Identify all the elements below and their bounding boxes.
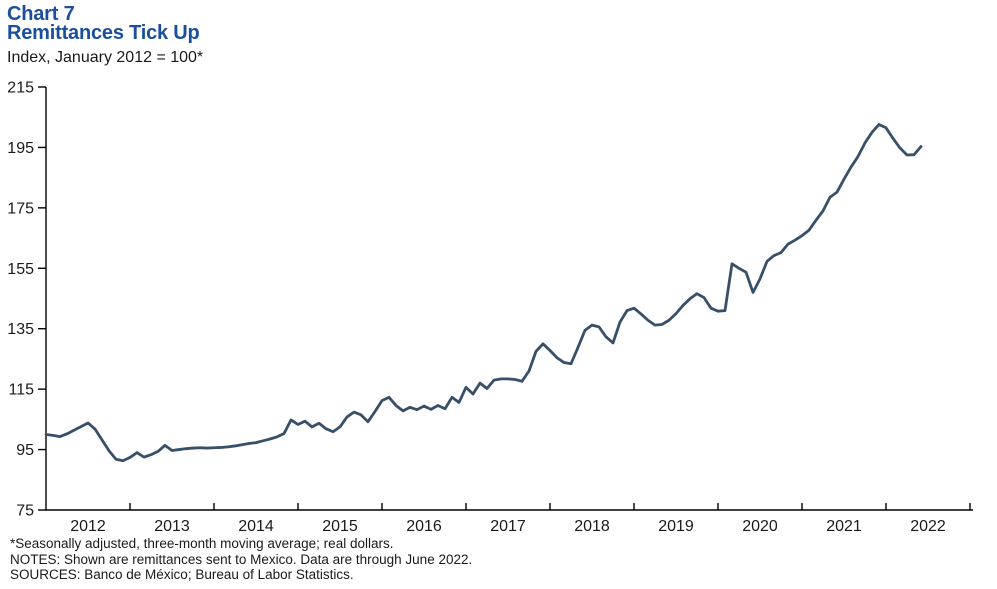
x-tick-label: 2017 <box>490 518 526 535</box>
x-tick-label: 2014 <box>238 518 274 535</box>
line-chart: 75 95 115 135 155 175 195 215 2012 2013 2014 2015 20… <box>7 80 973 535</box>
footnote-sources: SOURCES: Banco de México; Bureau of Labo… <box>10 567 354 583</box>
chart-title: Chart 7 Remittances Tick Up <box>7 3 200 44</box>
x-tick-label: 2016 <box>406 518 442 535</box>
y-tick-label: 115 <box>8 382 34 399</box>
x-tick-label: 2012 <box>70 518 106 535</box>
y-tick-label: 215 <box>7 80 34 97</box>
footnote-notes: NOTES: Shown are remittances sent to Mex… <box>10 551 473 567</box>
footnotes: *Seasonally adjusted, three-month moving… <box>10 536 472 583</box>
y-tick-label: 155 <box>7 261 34 278</box>
x-tick-label: 2015 <box>322 518 358 535</box>
y-tick-label: 175 <box>7 200 34 217</box>
y-tick-label: 95 <box>16 442 34 459</box>
x-tick-label: 2021 <box>826 518 862 535</box>
x-tick-label: 2020 <box>742 518 778 535</box>
footnote-asterisk: *Seasonally adjusted, three-month moving… <box>10 536 394 551</box>
axes <box>45 87 973 511</box>
y-tick-label: 75 <box>16 503 34 520</box>
x-tick-label: 2019 <box>658 518 694 535</box>
chart-number-label: Chart 7 <box>7 3 75 25</box>
axis-unit-label: Index, January 2012 = 100* <box>7 49 204 66</box>
x-tick-label: 2018 <box>574 518 610 535</box>
remittances-line <box>44 123 923 463</box>
y-tick-label: 195 <box>7 140 34 157</box>
y-tick-label: 135 <box>7 321 34 338</box>
x-tick-label: 2013 <box>154 518 190 535</box>
chart-title-text: Remittances Tick Up <box>7 22 200 44</box>
x-tick-label: 2022 <box>910 518 946 535</box>
